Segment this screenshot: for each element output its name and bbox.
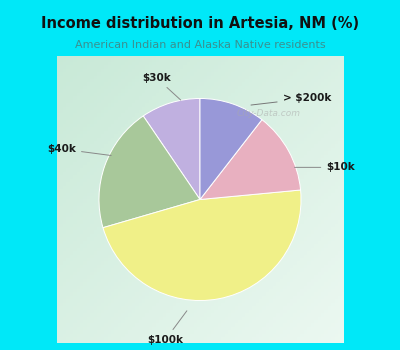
Text: > $200k: > $200k <box>251 93 331 105</box>
Wedge shape <box>99 116 200 228</box>
Wedge shape <box>143 98 200 200</box>
Wedge shape <box>200 120 300 199</box>
Text: Income distribution in Artesia, NM (%): Income distribution in Artesia, NM (%) <box>41 16 359 31</box>
Text: $30k: $30k <box>142 73 181 100</box>
Text: City-Data.com: City-Data.com <box>237 109 301 118</box>
Text: American Indian and Alaska Native residents: American Indian and Alaska Native reside… <box>75 40 325 50</box>
Wedge shape <box>103 190 301 301</box>
Text: $10k: $10k <box>295 162 355 172</box>
Text: $100k: $100k <box>148 311 187 344</box>
Wedge shape <box>200 98 262 200</box>
Text: $40k: $40k <box>47 144 111 155</box>
